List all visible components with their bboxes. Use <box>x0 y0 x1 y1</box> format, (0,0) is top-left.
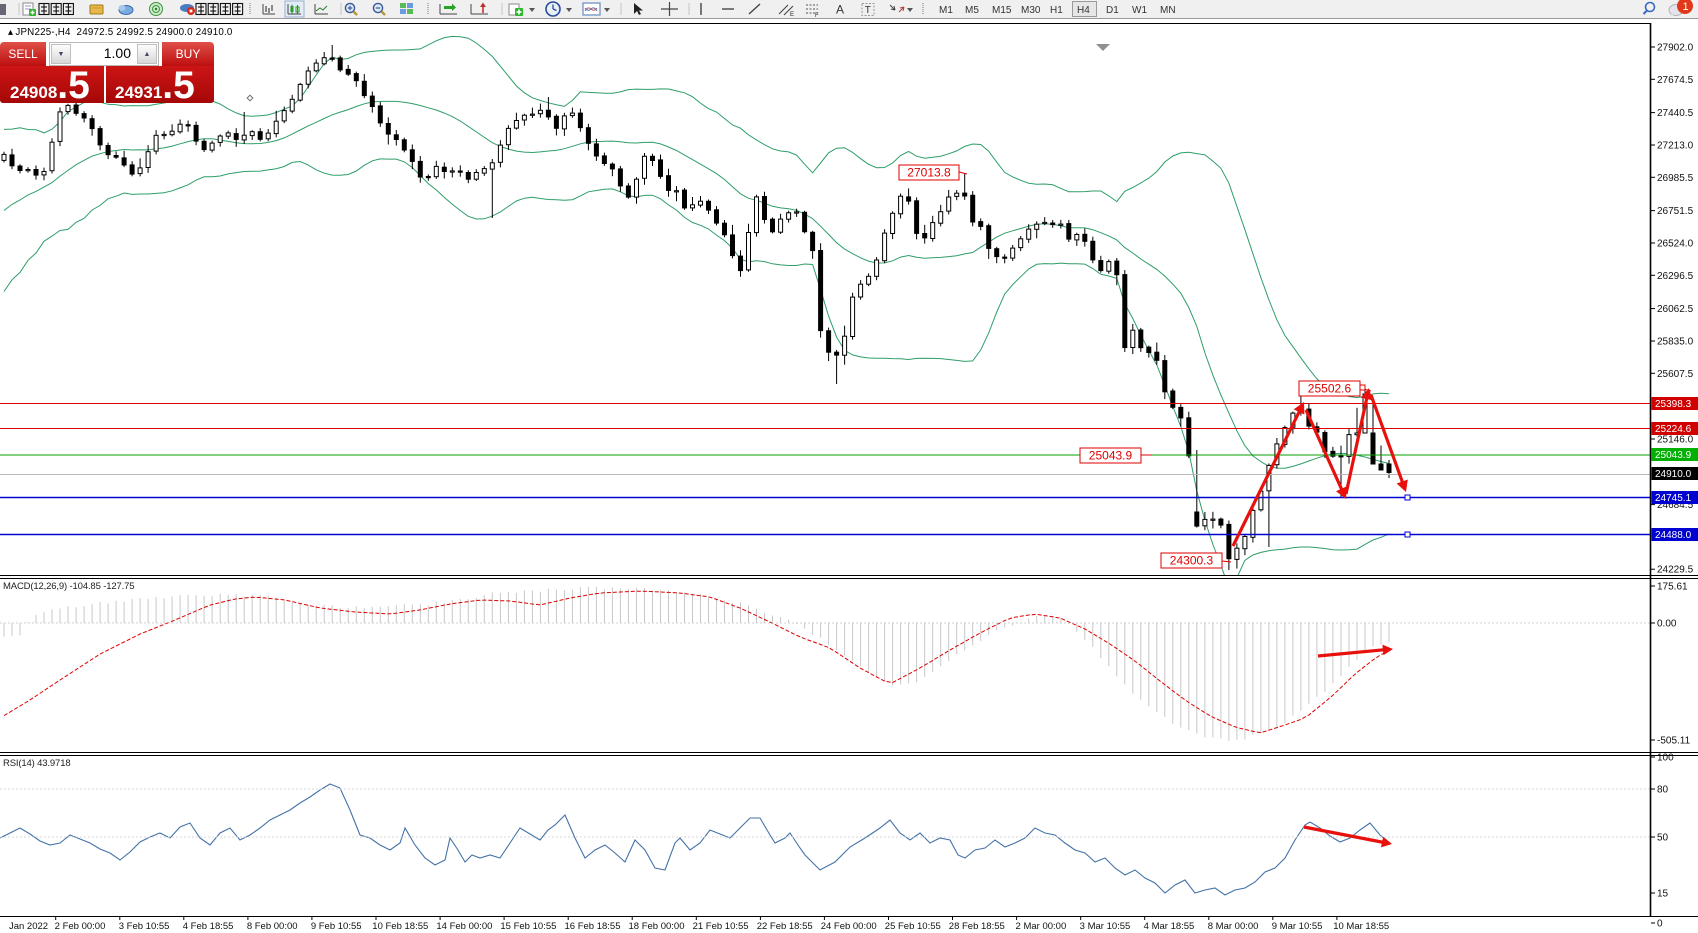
svg-text:W1: W1 <box>1132 5 1147 16</box>
svg-text:175.61: 175.61 <box>1657 582 1688 593</box>
svg-text:21 Feb 10:55: 21 Feb 10:55 <box>693 921 749 932</box>
svg-text:24910.0: 24910.0 <box>1655 469 1692 480</box>
svg-text:15: 15 <box>1657 889 1669 900</box>
svg-text:26751.5: 26751.5 <box>1657 206 1694 217</box>
svg-text:E: E <box>790 12 794 18</box>
svg-text:MACD(12,26,9) -104.85 -127.75: MACD(12,26,9) -104.85 -127.75 <box>3 581 134 592</box>
svg-text:50: 50 <box>1657 833 1669 844</box>
svg-text:10 Mar 18:55: 10 Mar 18:55 <box>1333 921 1389 932</box>
svg-text:H1: H1 <box>1050 5 1063 16</box>
svg-text:24300.3: 24300.3 <box>1170 554 1214 568</box>
svg-text:2 Feb 00:00: 2 Feb 00:00 <box>55 921 106 932</box>
svg-text:28 Feb 18:55: 28 Feb 18:55 <box>949 921 1005 932</box>
svg-text:D1: D1 <box>1106 5 1119 16</box>
svg-text:27013.8: 27013.8 <box>907 166 951 180</box>
svg-text:8 Feb 00:00: 8 Feb 00:00 <box>247 921 298 932</box>
svg-text:MN: MN <box>1160 5 1176 16</box>
svg-text:T: T <box>865 5 871 16</box>
svg-text:27674.5: 27674.5 <box>1657 75 1694 86</box>
svg-text:25502.6: 25502.6 <box>1308 382 1352 396</box>
svg-text:0.00: 0.00 <box>1657 619 1677 630</box>
svg-text:24229.5: 24229.5 <box>1657 565 1694 576</box>
svg-text:16 Feb 18:55: 16 Feb 18:55 <box>565 921 621 932</box>
svg-text:-505.11: -505.11 <box>1657 736 1691 747</box>
svg-text:100: 100 <box>1657 753 1674 764</box>
svg-text:18 Feb 00:00: 18 Feb 00:00 <box>629 921 685 932</box>
svg-text:22 Feb 18:55: 22 Feb 18:55 <box>757 921 813 932</box>
svg-text:9 Feb 10:55: 9 Feb 10:55 <box>311 921 362 932</box>
svg-text:25835.0: 25835.0 <box>1657 337 1694 348</box>
svg-text:26062.5: 26062.5 <box>1657 304 1694 315</box>
svg-text:9 Mar 10:55: 9 Mar 10:55 <box>1272 921 1323 932</box>
svg-text:14 Feb 00:00: 14 Feb 00:00 <box>436 921 492 932</box>
svg-text:0: 0 <box>1657 919 1663 930</box>
svg-text:4 Mar 18:55: 4 Mar 18:55 <box>1144 921 1195 932</box>
svg-text:4 Feb 18:55: 4 Feb 18:55 <box>183 921 234 932</box>
svg-text:26524.0: 26524.0 <box>1657 239 1694 250</box>
svg-text:25 Feb 10:55: 25 Feb 10:55 <box>885 921 941 932</box>
svg-text:M5: M5 <box>965 5 979 16</box>
svg-text:A: A <box>836 3 844 17</box>
svg-text:27902.0: 27902.0 <box>1657 43 1694 54</box>
svg-text:H4: H4 <box>1077 5 1090 16</box>
svg-text:15 Feb 10:55: 15 Feb 10:55 <box>500 921 556 932</box>
svg-text:25146.0: 25146.0 <box>1657 435 1694 446</box>
svg-text:M1: M1 <box>939 5 953 16</box>
svg-text:24488.0: 24488.0 <box>1655 530 1692 541</box>
svg-text:8 Mar 00:00: 8 Mar 00:00 <box>1208 921 1259 932</box>
svg-text:25043.9: 25043.9 <box>1089 449 1133 463</box>
svg-text:24 Feb 00:00: 24 Feb 00:00 <box>821 921 877 932</box>
svg-text:1: 1 <box>1683 1 1689 13</box>
svg-text:24684.5: 24684.5 <box>1657 500 1694 511</box>
svg-text:F: F <box>815 13 819 19</box>
svg-text:27213.0: 27213.0 <box>1657 141 1694 152</box>
svg-text:25607.5: 25607.5 <box>1657 369 1694 380</box>
svg-text:26296.5: 26296.5 <box>1657 271 1694 282</box>
svg-text:24745.1: 24745.1 <box>1655 493 1692 504</box>
svg-text:10 Feb 18:55: 10 Feb 18:55 <box>372 921 428 932</box>
svg-text:M15: M15 <box>992 5 1012 16</box>
svg-text:M30: M30 <box>1021 5 1041 16</box>
svg-text:25398.3: 25398.3 <box>1655 399 1692 410</box>
svg-text:3 Mar 10:55: 3 Mar 10:55 <box>1080 921 1131 932</box>
svg-text:80: 80 <box>1657 785 1669 796</box>
svg-text:27440.5: 27440.5 <box>1657 108 1694 119</box>
svg-text:3 Feb 10:55: 3 Feb 10:55 <box>119 921 170 932</box>
svg-text:26985.5: 26985.5 <box>1657 173 1694 184</box>
svg-text:2 Mar 00:00: 2 Mar 00:00 <box>1016 921 1067 932</box>
svg-text:Jan 2022: Jan 2022 <box>9 921 48 932</box>
svg-text:25224.6: 25224.6 <box>1655 424 1692 435</box>
svg-text:25043.9: 25043.9 <box>1655 450 1692 461</box>
svg-text:RSI(14) 43.9718: RSI(14) 43.9718 <box>3 758 70 769</box>
